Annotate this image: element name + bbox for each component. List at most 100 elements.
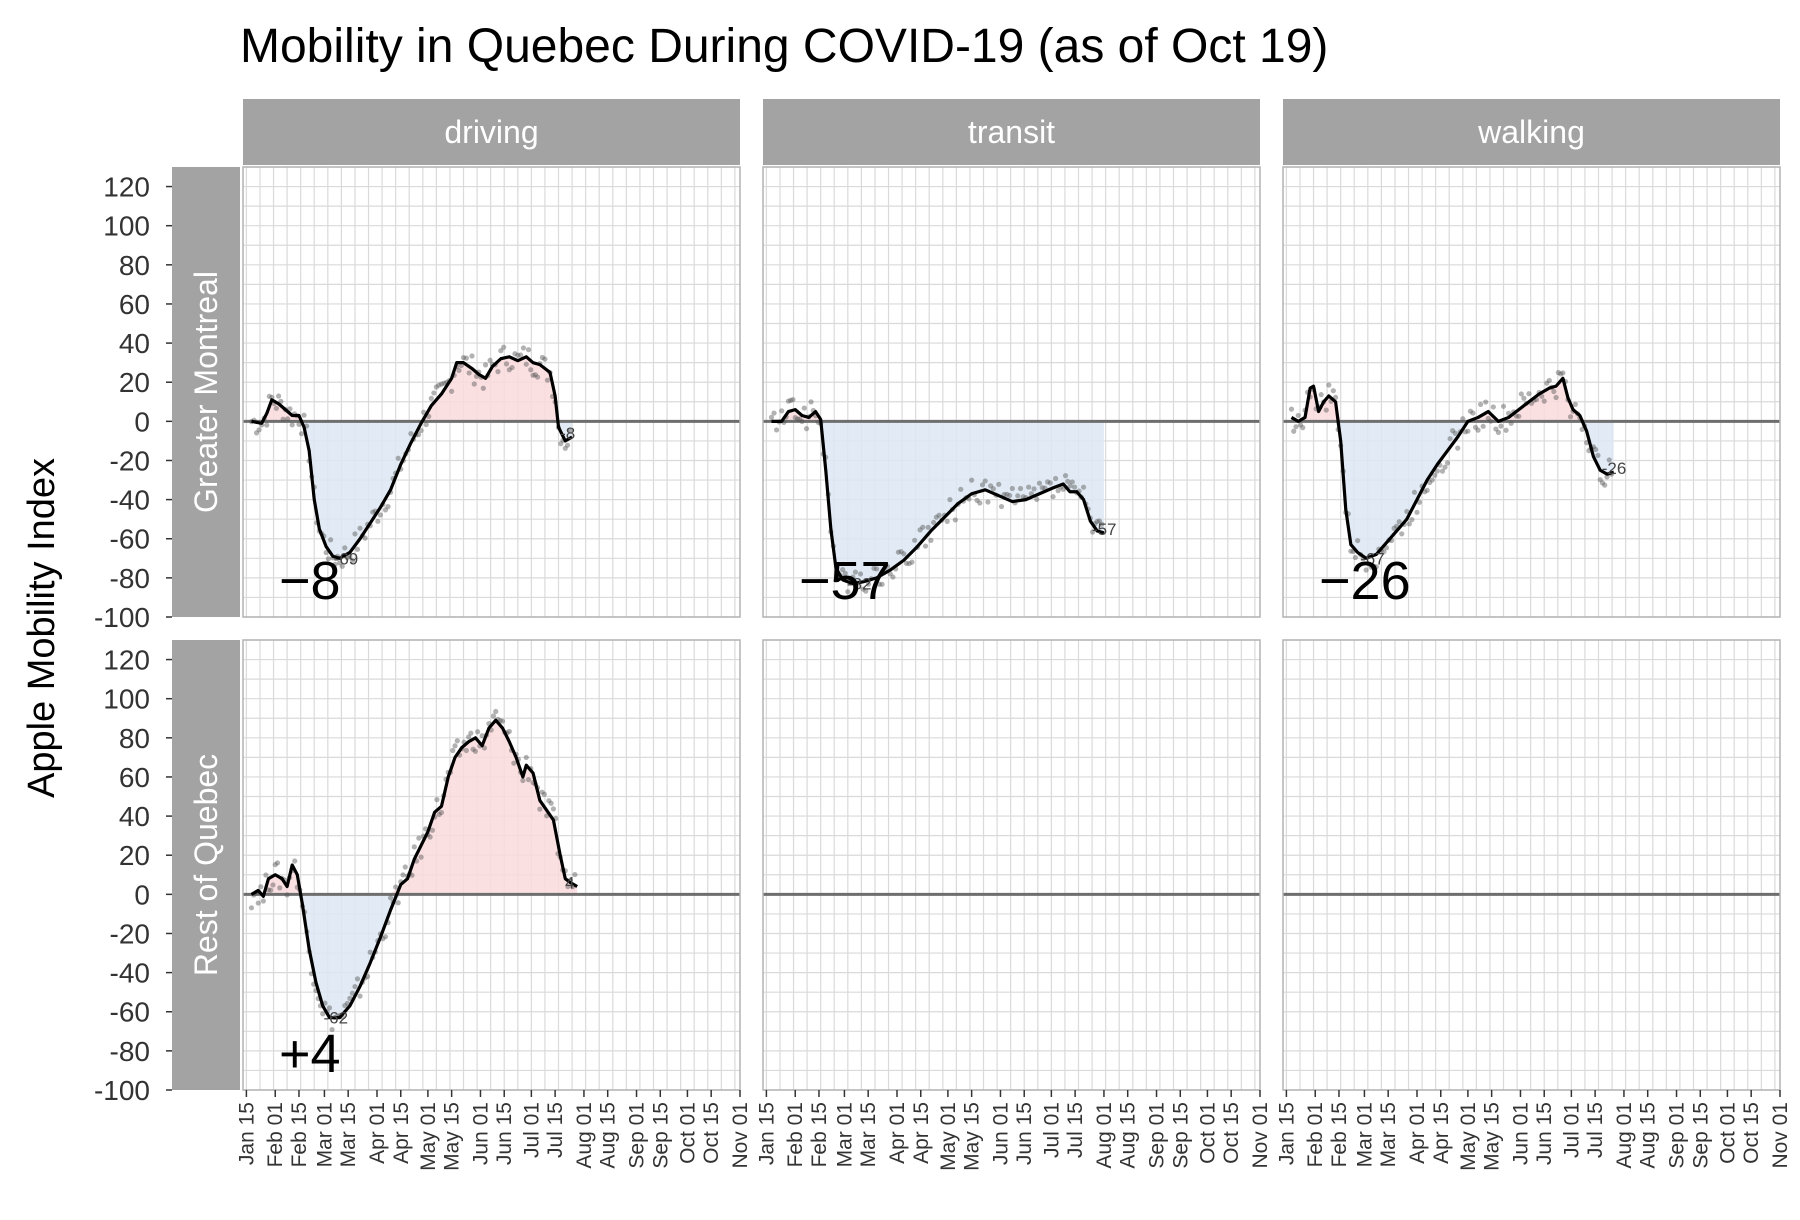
data-point <box>565 883 571 890</box>
data-point <box>865 581 872 587</box>
data-point <box>768 414 775 420</box>
data-point <box>771 410 777 416</box>
y-tick-label: -60 <box>110 524 150 555</box>
data-point <box>544 377 551 383</box>
panel-driving-rest-of-quebec: -62 4 +4 <box>242 639 741 1091</box>
data-point <box>339 563 345 569</box>
data-point <box>362 535 368 541</box>
data-point <box>441 380 447 386</box>
data-point <box>255 900 261 906</box>
data-point <box>1488 418 1494 424</box>
data-point <box>874 566 880 572</box>
y-axes: 120 100 80 60 40 20 0 -20 -40 -60 -80 -100 120 100 80 6… <box>94 172 172 1106</box>
data-point <box>427 834 433 840</box>
x-tick-label: Mar 15 <box>1377 1102 1400 1167</box>
data-point <box>1045 479 1051 485</box>
x-tick-label: Oct 01 <box>1716 1102 1739 1164</box>
area-below-baseline <box>1291 421 1614 559</box>
panel-walking-greater-montreal: -67 -26 −26 <box>1282 166 1781 618</box>
x-tick-label: Mar 15 <box>857 1102 880 1167</box>
data-point <box>256 427 262 433</box>
data-point <box>325 556 331 562</box>
data-point <box>377 512 383 518</box>
y-tick-label: -60 <box>110 997 150 1028</box>
series-line <box>251 355 573 560</box>
data-point <box>1467 408 1474 414</box>
data-point <box>1288 406 1295 412</box>
data-point <box>357 993 363 999</box>
data-point <box>375 518 381 524</box>
data-point <box>382 507 389 513</box>
x-tick-label: Jun 15 <box>1533 1102 1556 1165</box>
panel-walking-rest-of-quebec <box>1282 639 1781 1091</box>
min-value-label: -62 <box>324 1009 349 1028</box>
data-point <box>1297 422 1304 428</box>
data-point <box>433 384 439 390</box>
row-strip <box>172 167 240 617</box>
data-point <box>799 418 805 424</box>
data-point <box>1071 484 1078 490</box>
data-point <box>1009 485 1015 492</box>
x-tick-label: Mar 01 <box>1353 1102 1376 1167</box>
data-point <box>1414 509 1420 515</box>
data-point <box>1366 561 1372 567</box>
data-point <box>438 381 445 387</box>
data-point <box>1553 394 1559 401</box>
data-point <box>884 563 891 569</box>
data-point <box>268 887 274 893</box>
data-point <box>1330 388 1336 394</box>
data-point <box>985 499 991 505</box>
column-strip-transit <box>763 99 1260 165</box>
data-point <box>1480 423 1486 429</box>
data-point <box>1447 436 1453 442</box>
data-point <box>1090 529 1096 535</box>
data-point <box>797 416 803 422</box>
data-point <box>541 791 547 797</box>
panel-transit-rest-of-quebec <box>762 639 1261 1091</box>
x-tick-label: Jul 01 <box>1560 1102 1583 1158</box>
data-point <box>974 497 980 503</box>
data-point <box>284 892 290 898</box>
data-point <box>1050 494 1056 500</box>
data-point <box>276 393 282 399</box>
x-tick-label: Jul 15 <box>544 1102 567 1158</box>
data-point <box>898 549 904 555</box>
data-point <box>463 355 469 361</box>
x-tick-label: Sep 15 <box>1689 1102 1712 1169</box>
data-point <box>344 1000 350 1006</box>
series-line <box>1290 376 1615 560</box>
data-point <box>285 416 291 422</box>
data-point <box>546 798 552 804</box>
data-point <box>1518 391 1524 397</box>
data-point <box>842 570 848 576</box>
data-point <box>833 577 839 583</box>
data-point <box>1318 392 1324 398</box>
data-point <box>1295 412 1301 419</box>
panel-border <box>762 639 1261 1091</box>
data-point <box>1495 429 1502 435</box>
data-point <box>258 884 264 890</box>
data-point <box>1483 399 1489 405</box>
y-tick-label: 40 <box>119 801 150 832</box>
x-tick-label: Apr 15 <box>1430 1102 1453 1164</box>
data-point <box>542 356 548 362</box>
data-point <box>1604 474 1610 480</box>
data-point <box>493 708 499 715</box>
data-point <box>1427 479 1433 486</box>
data-point <box>349 557 356 564</box>
y-tick-label: 120 <box>103 645 150 676</box>
panel-transit-greater-montreal: -82 -57 −57 <box>762 166 1261 618</box>
data-point <box>977 500 983 506</box>
data-point <box>480 385 486 391</box>
current-change-label: +4 <box>279 1024 341 1084</box>
row-strip-label: Greater Montreal <box>188 271 224 513</box>
data-point <box>1080 484 1087 490</box>
data-point <box>450 747 456 754</box>
data-point <box>1039 485 1045 491</box>
y-tick-label: -40 <box>110 958 150 989</box>
data-point <box>503 361 510 367</box>
panel-border <box>242 166 741 618</box>
x-tick-label: Apr 01 <box>1406 1102 1429 1164</box>
column-strip-driving <box>243 99 740 165</box>
data-point <box>438 809 445 816</box>
